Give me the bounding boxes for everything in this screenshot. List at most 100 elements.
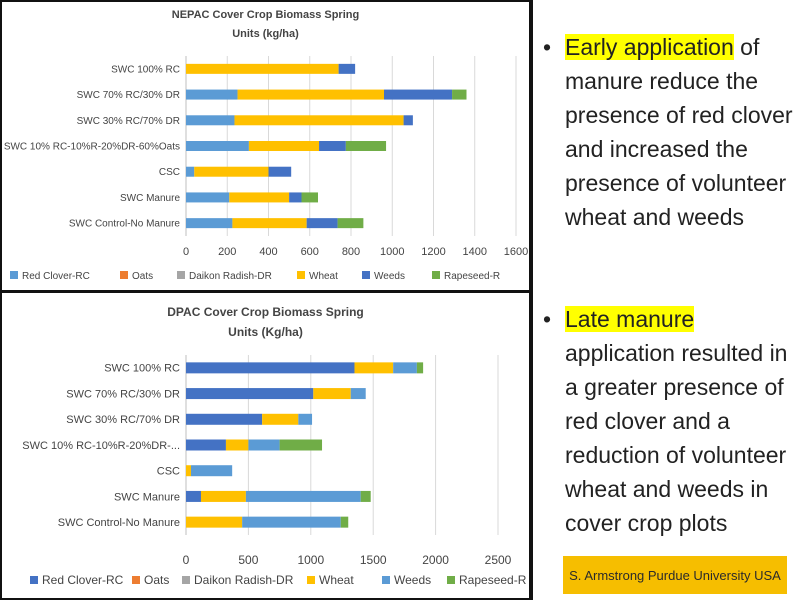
bar-segment [279,439,323,451]
bar-segment [313,388,351,400]
category-label: SWC 100% RC [104,363,180,375]
bar-segment [350,388,366,400]
legend-swatch [432,271,440,279]
credit-badge: S. Armstrong Purdue University USA [563,556,787,594]
category-label: SWC 30% RC/70% DR [66,414,180,426]
bar-segment [301,192,318,203]
bar-segment [186,89,238,100]
x-tick-label: 200 [218,246,236,258]
bullet-body: application resulted in a greater presen… [565,340,788,536]
legend-label: Rapeseed-R [459,573,527,587]
bar-segment [225,439,249,451]
bar-segment [186,141,249,151]
legend-label: Daikon Radish-DR [189,271,272,282]
category-label: SWC 10% RC-10%R-20%DR-... [22,440,180,452]
column-divider [531,0,533,600]
x-tick-label: 1200 [421,246,445,258]
bar-segment [262,413,299,425]
x-tick-label: 800 [342,246,360,258]
x-tick-label: 1000 [380,246,404,258]
bar-segment [194,166,269,177]
bar-segment [186,192,230,203]
x-tick-label: 2000 [422,553,449,567]
bullet-body: of manure reduce the presence of red clo… [565,34,793,230]
legend-label: Oats [132,271,153,282]
legend-label: Red Clover-RC [22,271,90,282]
bullet-text: Early application of manure reduce the p… [565,30,798,234]
bar-segment [338,63,356,74]
bar-segment [186,388,314,400]
bar-segment [360,490,371,502]
legend-label: Oats [144,573,169,587]
chart-subtitle: Units (Kg/ha) [228,325,303,339]
legend-swatch [297,271,305,279]
bar-segment [186,413,263,425]
x-tick-label: 1500 [360,553,387,567]
bar-segment [337,218,364,229]
bar-segment [242,516,341,528]
bar-segment [186,490,201,502]
bullet-marker: • [543,306,552,332]
chart-subtitle: Units (kg/ha) [232,28,299,40]
nepac-chart: NEPAC Cover Crop Biomass Spring Units (kg… [4,9,528,282]
bar-segment [186,218,233,229]
category-label: SWC Control-No Manure [58,517,180,529]
bar-segment [186,516,243,528]
category-label: SWC Manure [120,193,180,204]
bullet-marker: • [543,34,552,60]
category-label: CSC [159,167,180,178]
x-tick-label: 600 [301,246,319,258]
category-label: SWC Manure [114,491,180,503]
bar-segment [393,362,417,374]
bullet-late-manure: • Late manure application resulted in a … [543,302,798,540]
legend-label: Rapeseed-R [444,271,500,282]
category-label: SWC Control-No Manure [69,219,181,230]
x-tick-label: 1000 [297,553,324,567]
bullet-text: Late manure application resulted in a gr… [565,302,798,540]
legend-swatch [30,576,38,584]
bar-segment [237,89,384,100]
chart-title: NEPAC Cover Crop Biomass Spring [172,9,359,21]
category-label: SWC 70% RC/30% DR [66,388,180,400]
bar-segment [289,192,302,203]
category-label: SWC 10% RC-10%R-20%DR-60%Oats [4,142,180,153]
category-label: SWC 70% RC/30% DR [77,90,180,101]
x-tick-label: 1400 [463,246,487,258]
bar-segment [319,141,346,151]
bar-segment [248,439,280,451]
bar-segment [200,490,246,502]
bullet-highlight: Early application [565,34,734,60]
bar-segment [340,516,349,528]
legend-swatch [447,576,455,584]
legend-swatch [382,576,390,584]
bar-segment [248,141,320,151]
legend-swatch [182,576,190,584]
bar-segment [234,115,404,126]
bar-segment [186,115,235,126]
x-tick-label: 400 [259,246,277,258]
x-tick-label: 500 [238,553,258,567]
bullet-early-application: • Early application of manure reduce the… [543,30,798,234]
legend-label: Weeds [374,271,405,282]
bar-segment [403,115,413,126]
bar-segment [232,218,307,229]
bar-segment [452,89,467,100]
legend-label: Weeds [394,573,431,587]
bar-segment [268,166,292,177]
bar-segment [245,490,361,502]
category-label: SWC 30% RC/70% DR [77,116,180,127]
legend-swatch [120,271,128,279]
x-tick-label: 0 [183,553,190,567]
bar-segment [186,166,195,177]
bar-segment [186,439,226,451]
nepac-chart-panel: NEPAC Cover Crop Biomass Spring Units (kg… [0,0,531,292]
legend-label: Daikon Radish-DR [194,573,294,587]
chart-title: DPAC Cover Crop Biomass Spring [167,305,363,319]
legend-swatch [10,271,18,279]
legend-swatch [177,271,185,279]
bar-segment [354,362,394,374]
legend-swatch [307,576,315,584]
bar-segment [190,465,233,477]
bar-segment [416,362,424,374]
bar-segment [229,192,290,203]
